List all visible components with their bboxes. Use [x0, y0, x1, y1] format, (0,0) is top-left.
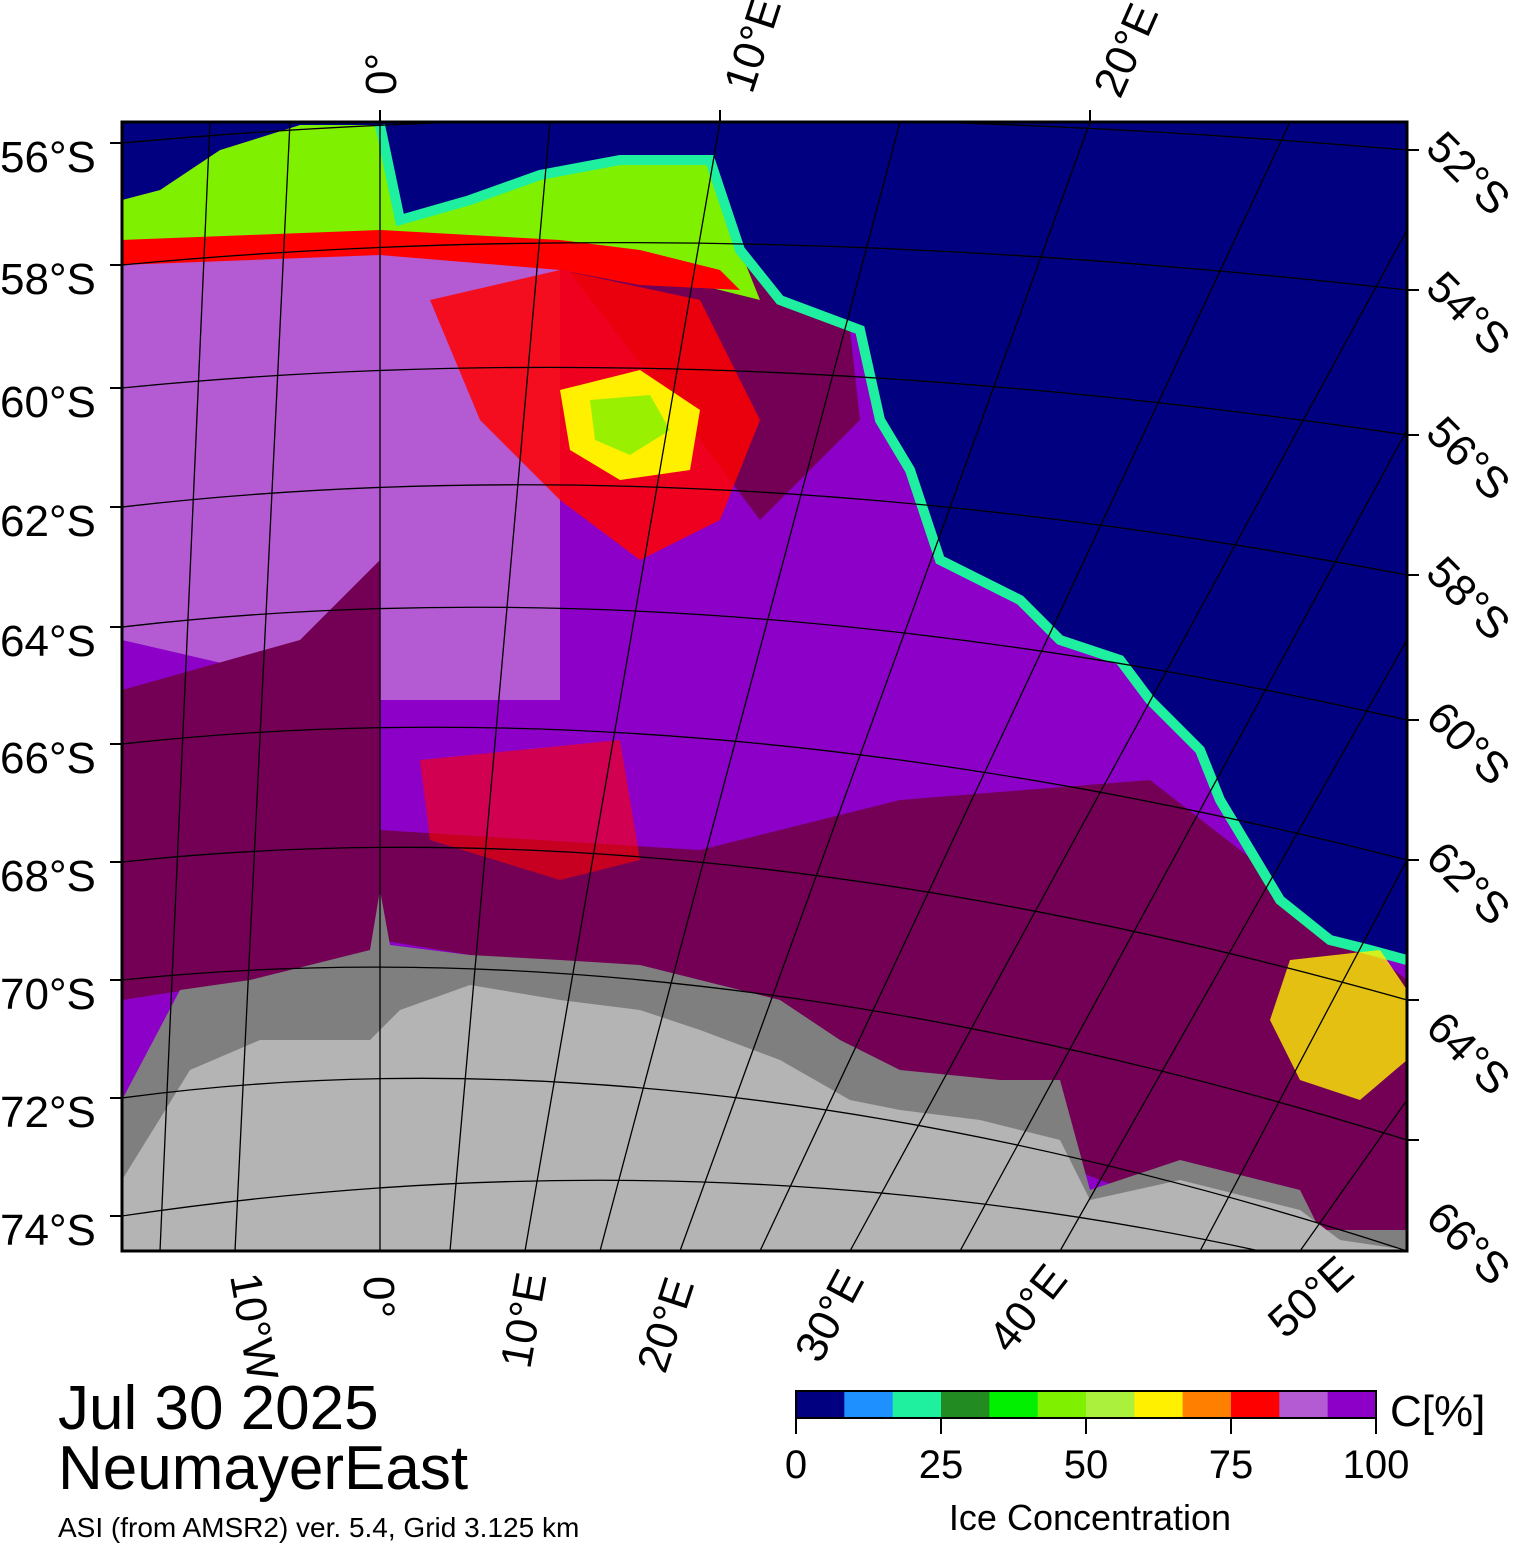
colorbar-tick-label: 50	[1063, 1443, 1109, 1487]
lat-label-right: 66°S	[1417, 1192, 1518, 1294]
graticule	[122, 122, 1407, 1251]
lat-label-right: 54°S	[1417, 262, 1518, 364]
ice-band-full-west	[122, 560, 380, 1000]
lon-label-top: 10°E	[715, 0, 791, 98]
data-source: ASI (from AMSR2) ver. 5.4, Grid 3.125 km	[58, 1512, 580, 1543]
ice-edge-fringe	[375, 123, 1407, 965]
colorbar-segment	[989, 1391, 1039, 1418]
ice-low-patch-green	[590, 395, 670, 455]
colorbar-segment	[1327, 1391, 1377, 1418]
lat-label-left: 62°S	[0, 497, 96, 546]
lat-label-right: 52°S	[1417, 122, 1518, 224]
ice-band-full-south	[380, 780, 1407, 1251]
colorbar-tick-label: 100	[1342, 1443, 1410, 1487]
lon-label-bottom: 40°E	[979, 1255, 1077, 1361]
lat-label-left: 60°S	[0, 378, 96, 427]
lon-label-bottom: 10°W	[220, 1269, 287, 1384]
lat-label-right: 58°S	[1417, 547, 1518, 649]
lat-label-left: 64°S	[0, 617, 96, 666]
colorbar-segment	[1134, 1391, 1184, 1418]
region-name: NeumayerEast	[58, 1434, 469, 1503]
ice-low-patch-south	[420, 740, 640, 880]
lon-label-top: 0°	[357, 53, 406, 95]
colorbar-segment	[1231, 1391, 1280, 1418]
lon-label-bottom: 50°E	[1259, 1247, 1363, 1348]
lat-label-right: 64°S	[1417, 1002, 1518, 1104]
colorbar-segment	[1086, 1391, 1135, 1418]
colorbar-segment	[844, 1391, 894, 1418]
lat-label-left: 58°S	[0, 255, 96, 304]
map-date: Jul 30 2025	[58, 1374, 379, 1443]
colorbar	[796, 1391, 1377, 1418]
colorbar-segment	[1279, 1391, 1329, 1418]
colorbar-ticks	[795, 1418, 1377, 1434]
colorbar-segment	[941, 1391, 990, 1418]
lat-label-left: 74°S	[0, 1206, 96, 1255]
colorbar-unit: C[%]	[1390, 1387, 1486, 1436]
colorbar-segment	[1182, 1391, 1232, 1418]
lat-label-left: 68°S	[0, 852, 96, 901]
colorbar-tick-label: 0	[784, 1443, 808, 1487]
colorbar-tick-label: 25	[918, 1443, 964, 1487]
lon-label-top: 20°E	[1084, 0, 1168, 104]
lat-label-left: 66°S	[0, 734, 96, 783]
lat-label-left: 56°S	[0, 133, 96, 182]
lat-label-left: 70°S	[0, 970, 96, 1019]
colorbar-segment	[796, 1391, 845, 1418]
ice-edge-fringe-south-east	[1270, 950, 1407, 1100]
lat-label-left: 72°S	[0, 1088, 96, 1137]
map-frame	[120, 120, 1409, 1253]
ice-edge-west-inner	[122, 230, 740, 290]
lat-label-right: 62°S	[1417, 832, 1518, 934]
colorbar-segment	[892, 1391, 942, 1418]
colorbar-axis-label: Ice Concentration	[948, 1497, 1232, 1538]
lon-label-bottom: 30°E	[786, 1262, 874, 1370]
lat-label-right: 56°S	[1417, 407, 1518, 509]
lon-label-bottom: 10°E	[492, 1269, 557, 1372]
lat-label-right: 60°S	[1417, 692, 1518, 794]
ice-band-mid	[122, 240, 560, 700]
colorbar-segment	[1037, 1391, 1087, 1418]
lon-label-bottom: 20°E	[628, 1272, 704, 1378]
frame-ticks	[110, 110, 1419, 1217]
lon-label-bottom: 0°	[354, 1276, 403, 1318]
colorbar-tick-label: 75	[1208, 1443, 1254, 1487]
open-ocean	[122, 122, 1407, 960]
